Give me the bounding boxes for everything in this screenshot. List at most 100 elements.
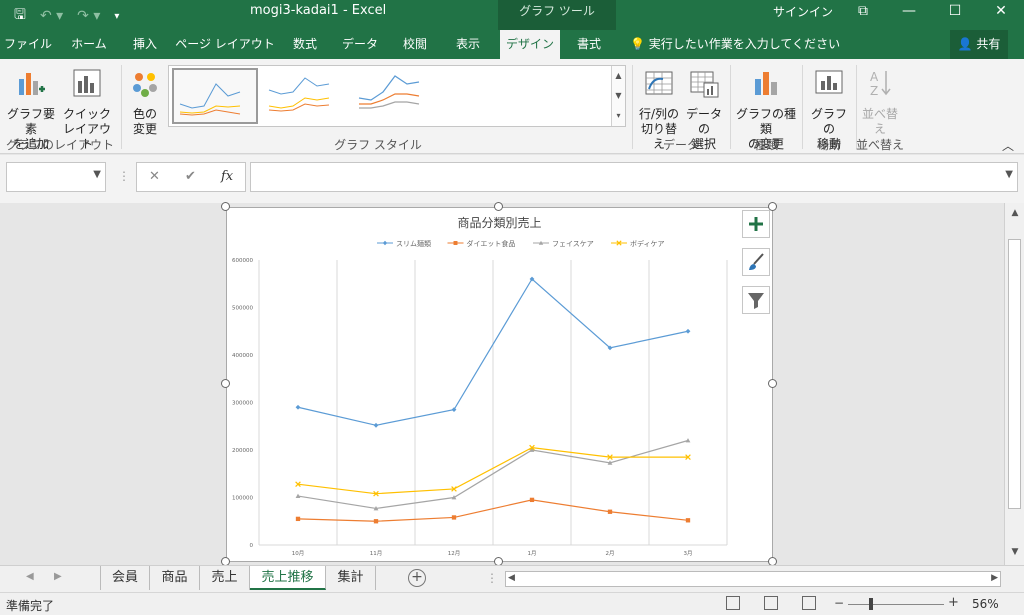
chart-style-3[interactable] bbox=[353, 68, 439, 124]
chart-styles-button[interactable] bbox=[742, 248, 770, 276]
formula-input[interactable]: ▼ bbox=[250, 162, 1018, 192]
page-break-view-icon[interactable] bbox=[802, 596, 816, 610]
scroll-right-icon[interactable]: ▶ bbox=[991, 573, 998, 583]
prev-sheet-icon[interactable]: ◀ bbox=[26, 571, 34, 582]
zoom-in-icon[interactable]: + bbox=[948, 595, 959, 610]
undo-icon[interactable]: ↶ ▾ bbox=[39, 8, 64, 24]
minimize-icon[interactable]: — bbox=[902, 3, 916, 19]
cancel-icon[interactable]: ✕ bbox=[149, 169, 160, 184]
svg-text:A: A bbox=[870, 70, 879, 84]
maximize-icon[interactable]: ☐ bbox=[948, 3, 962, 19]
data-point bbox=[607, 460, 613, 465]
change-chart-type-icon bbox=[755, 72, 777, 95]
zoom-level[interactable]: 56% bbox=[972, 597, 999, 611]
expand-formula-bar-icon[interactable]: ▼ bbox=[1005, 169, 1013, 180]
insert-function-icon[interactable]: fx bbox=[221, 169, 234, 184]
tab-home[interactable]: ホーム bbox=[71, 37, 107, 51]
tab-insert[interactable]: 挿入 bbox=[132, 37, 157, 51]
sheet-tabs-bar: ◀ ▶ 会員 商品 売上 売上推移 集計 + ⋮ ◀ ▶ bbox=[0, 565, 1024, 592]
scroll-down-icon[interactable]: ▼ bbox=[1011, 547, 1019, 557]
add-chart-element-button[interactable]: グラフ要素 を追加 bbox=[4, 67, 58, 152]
tab-formulas[interactable]: 数式 bbox=[292, 37, 317, 51]
customize-qat-icon[interactable]: ▾ bbox=[114, 10, 120, 22]
status-text: 準備完了 bbox=[6, 599, 55, 613]
add-sheet-button[interactable]: + bbox=[408, 569, 426, 587]
redo-icon[interactable]: ↷ ▾ bbox=[77, 8, 101, 24]
page-layout-view-icon[interactable] bbox=[764, 596, 778, 610]
enter-icon[interactable]: ✔ bbox=[185, 169, 196, 184]
tab-page-layout[interactable]: ページ レイアウト bbox=[175, 37, 275, 51]
tab-format[interactable]: 書式 bbox=[576, 37, 601, 51]
data-point bbox=[529, 497, 535, 503]
horizontal-scrollbar[interactable]: ◀ ▶ bbox=[505, 571, 1001, 587]
move-chart-button[interactable]: グラフの 移動 bbox=[806, 67, 852, 152]
resize-handle-t[interactable] bbox=[494, 202, 503, 211]
tell-me-search[interactable]: 💡 実行したい作業を入力してください bbox=[630, 37, 841, 51]
next-sheet-icon[interactable]: ▶ bbox=[54, 571, 62, 582]
signin-link[interactable]: サインイン bbox=[773, 5, 834, 19]
tab-review[interactable]: 校閲 bbox=[402, 37, 427, 51]
data-point bbox=[607, 509, 613, 514]
collapse-ribbon-icon[interactable]: ︿ bbox=[1001, 139, 1014, 153]
zoom-slider-knob[interactable] bbox=[869, 598, 873, 610]
sheet-tab-members[interactable]: 会員 bbox=[100, 566, 150, 590]
x-tick-label: 10月 bbox=[292, 550, 305, 557]
data-point bbox=[607, 454, 613, 460]
data-point bbox=[295, 516, 301, 522]
share-button[interactable]: 👤 共有 bbox=[950, 30, 1008, 59]
gallery-more-icon[interactable]: ▾ bbox=[616, 111, 621, 120]
data-point bbox=[685, 518, 691, 523]
tab-file[interactable]: ファイル bbox=[3, 37, 52, 51]
tab-design[interactable]: デザイン bbox=[500, 30, 560, 59]
sheet-tab-products[interactable]: 商品 bbox=[150, 566, 200, 590]
gallery-down-icon[interactable]: ▼ bbox=[615, 91, 622, 100]
ribbon-display-options-icon[interactable]: ⧉ bbox=[858, 3, 868, 19]
ribbon-tabs: ファイル ホーム 挿入 ページ レイアウト 数式 データ 校閲 表示 デザイン … bbox=[0, 30, 1024, 59]
chart-elements-button[interactable] bbox=[742, 210, 770, 238]
name-box[interactable]: ▼ bbox=[6, 162, 106, 192]
series-line bbox=[297, 278, 689, 426]
quick-layout-button[interactable]: クイック レイアウト bbox=[60, 67, 114, 152]
chart-style-1[interactable] bbox=[172, 68, 258, 124]
tab-split-handle[interactable]: ⋮ bbox=[486, 571, 498, 585]
gallery-up-icon[interactable]: ▲ bbox=[615, 71, 622, 80]
zoom-slider[interactable] bbox=[848, 604, 944, 605]
tab-data[interactable]: データ bbox=[341, 37, 378, 51]
formula-bar-resize-handle[interactable]: ⋮ bbox=[118, 169, 130, 183]
vertical-scroll-thumb[interactable] bbox=[1008, 239, 1021, 509]
zoom-out-icon[interactable]: − bbox=[834, 596, 845, 610]
resize-handle-tl[interactable] bbox=[221, 202, 230, 211]
chart-style-1-preview bbox=[179, 83, 241, 116]
sort-group-label: 並べ替え bbox=[856, 138, 905, 152]
legend-label: ダイエット食品 bbox=[467, 239, 516, 248]
sheet-tab-sales-trend[interactable]: 売上推移 bbox=[250, 566, 326, 590]
data-point bbox=[685, 454, 691, 460]
change-chart-type-button[interactable]: グラフの種類 の変更 bbox=[732, 67, 800, 152]
x-tick-label: 12月 bbox=[448, 550, 461, 557]
change-colors-button[interactable]: 色の 変更 bbox=[124, 67, 166, 137]
styles-group-label: グラフ スタイル bbox=[334, 138, 422, 152]
y-tick-label: 0 bbox=[250, 543, 254, 549]
close-icon[interactable]: ✕ bbox=[995, 3, 1007, 19]
chart-filters-button[interactable] bbox=[742, 286, 770, 314]
tab-view[interactable]: 表示 bbox=[455, 37, 480, 51]
sheet-tab-summary[interactable]: 集計 bbox=[326, 566, 376, 590]
y-tick-label: 200000 bbox=[232, 448, 253, 454]
gallery-scroll[interactable]: ▲ ▼ ▾ bbox=[611, 66, 625, 126]
normal-view-icon[interactable] bbox=[726, 596, 740, 610]
switch-row-column-button[interactable]: 行/列の 切り替え bbox=[636, 67, 682, 152]
scroll-left-icon[interactable]: ◀ bbox=[508, 573, 515, 583]
data-point bbox=[373, 422, 379, 428]
data-point bbox=[451, 486, 457, 492]
chart-area[interactable]: 商品分類別売上 スリム麺類 ダイエット食品 フェイスケア ボディケア 0 100000 200… bbox=[226, 207, 773, 562]
resize-handle-tr[interactable] bbox=[768, 202, 777, 211]
save-icon[interactable]: 🖫 bbox=[14, 7, 26, 23]
resize-handle-r[interactable] bbox=[768, 379, 777, 388]
resize-handle-l[interactable] bbox=[221, 379, 230, 388]
scroll-up-icon[interactable]: ▲ bbox=[1011, 208, 1019, 218]
name-box-dropdown-icon[interactable]: ▼ bbox=[93, 169, 101, 180]
sheet-tab-sales[interactable]: 売上 bbox=[200, 566, 250, 590]
vertical-scrollbar[interactable]: ▲ ▼ bbox=[1004, 203, 1024, 565]
select-data-button[interactable]: データの 選択 bbox=[682, 67, 726, 152]
chart-style-2[interactable] bbox=[263, 68, 349, 124]
